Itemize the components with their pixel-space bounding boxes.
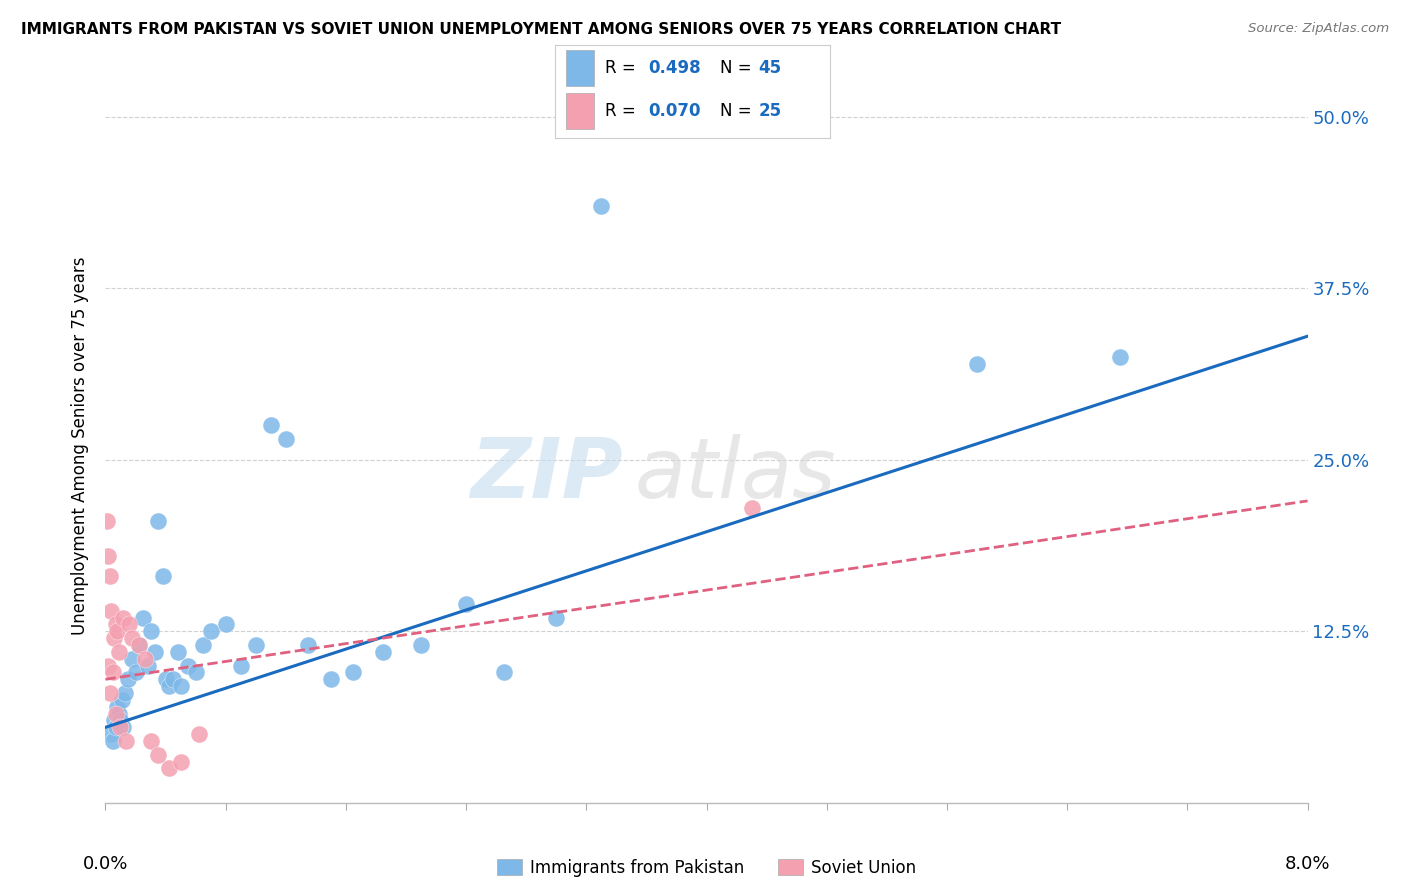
Point [111,693,134,707]
Point [169,755,191,769]
Point [117,673,139,687]
Point [245,638,267,652]
Point [155,673,177,687]
Text: IMMIGRANTS FROM PAKISTAN VS SOVIET UNION UNEMPLOYMENT AMONG SENIORS OVER 75 YEAR: IMMIGRANTS FROM PAKISTAN VS SOVIET UNION… [21,22,1062,37]
Point [104,706,127,721]
Text: R =: R = [605,60,641,78]
Point [101,665,124,680]
Point [591,199,613,213]
Point [297,638,319,652]
Point [103,631,125,645]
Point [100,727,122,741]
Point [121,631,143,645]
Point [104,617,127,632]
Point [214,617,236,632]
Point [110,714,132,728]
Point [108,706,131,721]
Point [342,665,364,680]
Point [136,658,159,673]
Point [191,638,214,652]
Point [166,645,188,659]
Text: 0.498: 0.498 [648,60,702,78]
Point [200,624,222,639]
Point [187,727,209,741]
Point [162,673,184,687]
Point [124,665,146,680]
Point [139,734,162,748]
Point [157,762,180,776]
Text: N =: N = [720,102,756,120]
Point [115,734,138,748]
Point [546,610,568,624]
Point [132,610,155,624]
Text: 0.0%: 0.0% [83,855,128,873]
Point [97,549,120,563]
Point [143,645,166,659]
Text: Source: ZipAtlas.com: Source: ZipAtlas.com [1249,22,1389,36]
Point [97,658,120,673]
Text: 45: 45 [758,60,782,78]
Point [96,515,118,529]
Text: 0.070: 0.070 [648,102,702,120]
Point [373,645,395,659]
Point [157,679,180,693]
Point [104,720,127,734]
Point [260,418,283,433]
Text: N =: N = [720,60,756,78]
Text: atlas: atlas [634,434,837,515]
Point [98,569,121,583]
Point [454,597,477,611]
Point [1108,350,1130,364]
Point [128,638,150,652]
Point [177,658,200,673]
Point [146,515,169,529]
Bar [567,50,593,86]
Point [100,604,122,618]
Point [107,699,129,714]
Y-axis label: Unemployment Among Seniors over 75 years: Unemployment Among Seniors over 75 years [72,257,90,635]
Point [101,734,124,748]
Point [118,617,141,632]
Point [121,651,143,665]
Point [184,665,207,680]
Point [492,665,515,680]
Point [112,720,135,734]
Point [108,645,131,659]
Point [134,651,156,665]
Point [146,747,169,762]
Point [114,686,136,700]
Text: 25: 25 [758,102,782,120]
Point [274,432,297,446]
Point [128,638,150,652]
Text: ZIP: ZIP [470,434,623,515]
Point [409,638,432,652]
Point [152,569,174,583]
Point [107,624,129,639]
Legend: Immigrants from Pakistan, Soviet Union: Immigrants from Pakistan, Soviet Union [491,853,922,884]
Point [110,720,132,734]
Point [741,500,763,515]
Point [319,673,342,687]
Text: R =: R = [605,102,641,120]
Point [112,610,135,624]
Point [169,679,191,693]
Point [229,658,252,673]
Bar [567,94,593,129]
Point [966,357,988,371]
Point [139,624,162,639]
Text: 8.0%: 8.0% [1285,855,1330,873]
Point [98,686,121,700]
Point [103,714,125,728]
